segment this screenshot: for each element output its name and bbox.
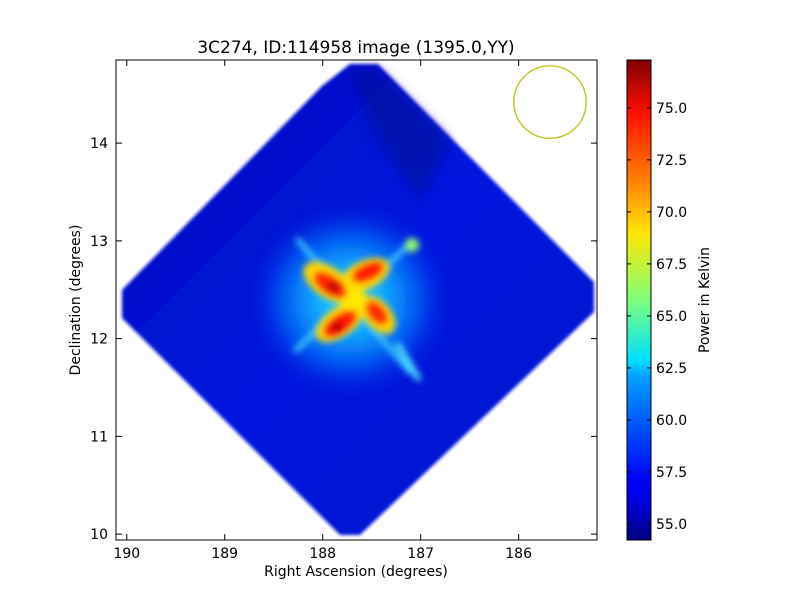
colorbar-tick-label: 57.5 xyxy=(656,465,687,481)
x-tick-label: 186 xyxy=(505,546,532,562)
colorbar-tick-label: 55.0 xyxy=(656,517,687,533)
colorbar-tick-label: 67.5 xyxy=(656,257,687,273)
heatmap-dark-band xyxy=(350,70,450,200)
chart-title: 3C274, ID:114958 image (1395.0,YY) xyxy=(197,38,514,58)
x-tick-label: 187 xyxy=(407,546,434,562)
x-tick-label: 188 xyxy=(309,546,336,562)
colorbar-tick-label: 70.0 xyxy=(656,205,687,221)
x-tick-label: 189 xyxy=(211,546,238,562)
colorbar-ticks: 55.0 57.5 60.0 62.5 65.0 67.5 70.0 72.5 75.0 xyxy=(627,101,687,533)
colorbar-tick-label: 62.5 xyxy=(656,361,687,377)
y-tick-label: 14 xyxy=(90,136,108,152)
y-axis-label: Declination (degrees) xyxy=(68,225,84,376)
y-axis: 10 11 12 13 14 xyxy=(90,136,597,543)
colorbar-tick-label: 75.0 xyxy=(656,101,687,117)
colorbar-tick-label: 72.5 xyxy=(656,153,687,169)
x-axis: 190 189 188 187 186 xyxy=(113,60,532,562)
x-tick-label: 190 xyxy=(113,546,140,562)
y-tick-label: 11 xyxy=(90,429,108,445)
colorbar xyxy=(626,59,652,541)
heatmap-image xyxy=(122,64,594,535)
y-tick-label: 13 xyxy=(90,234,108,250)
heatmap-lobes-red xyxy=(314,262,387,337)
colorbar-tick-label: 65.0 xyxy=(656,309,687,325)
beam-circle xyxy=(513,65,587,139)
colorbar-tick-label: 60.0 xyxy=(656,413,687,429)
x-axis-label: Right Ascension (degrees) xyxy=(264,564,448,580)
y-tick-label: 10 xyxy=(90,527,108,543)
plot-frame xyxy=(115,59,598,541)
y-tick-label: 12 xyxy=(90,332,108,348)
colorbar-label: Power in Kelvin xyxy=(697,247,713,353)
